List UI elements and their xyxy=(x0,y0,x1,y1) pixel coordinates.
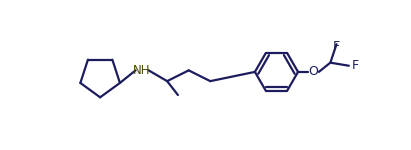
Text: NH: NH xyxy=(133,64,150,77)
Text: F: F xyxy=(333,40,340,53)
Text: F: F xyxy=(352,59,359,72)
Text: O: O xyxy=(309,65,319,78)
